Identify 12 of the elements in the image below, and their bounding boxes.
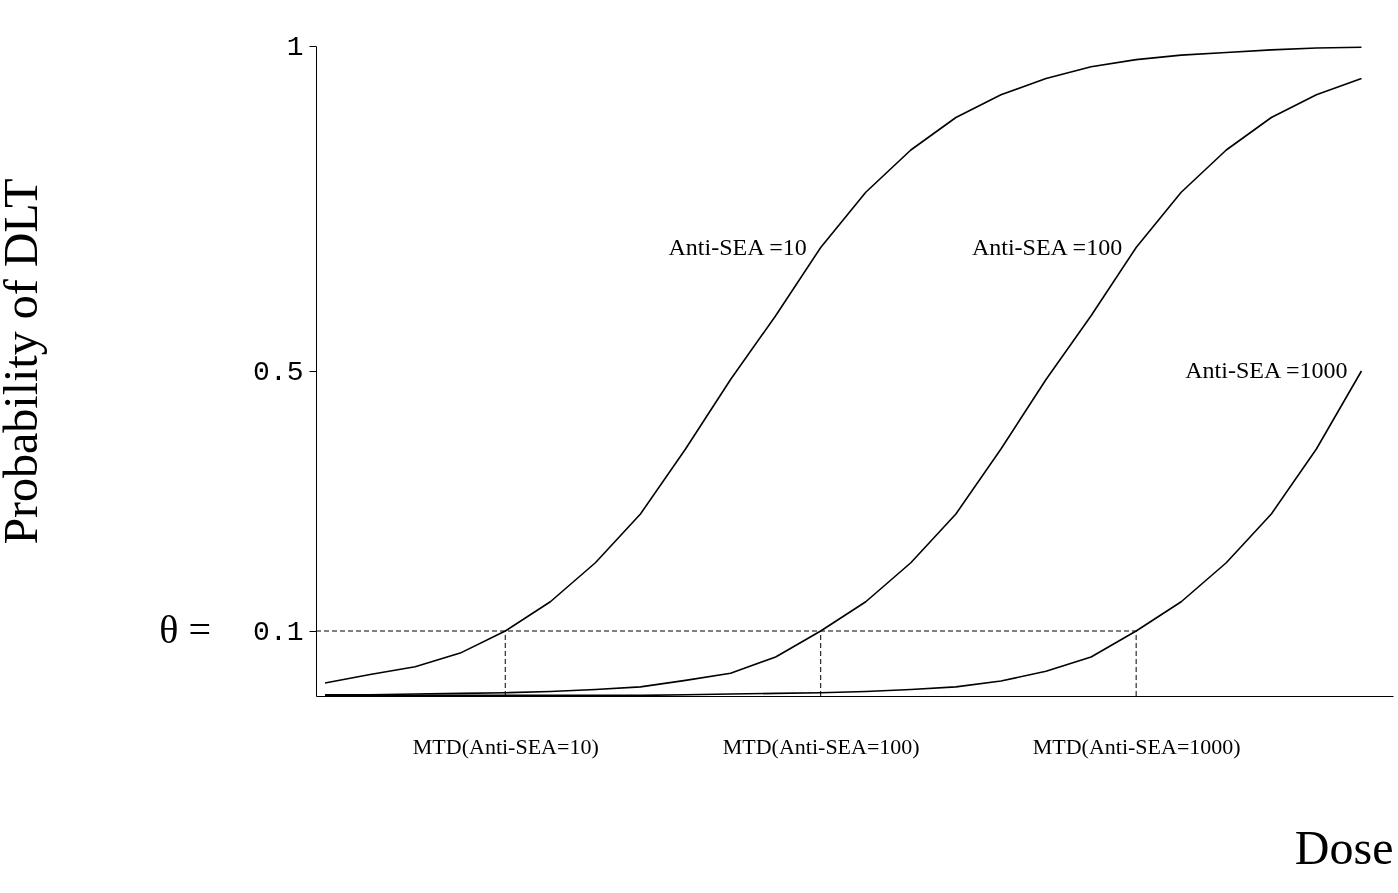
y-tick-label: 1 — [286, 31, 304, 63]
x-axis-title: Dose — [1294, 820, 1394, 874]
y-tick-label: 0.5 — [253, 356, 304, 388]
x-tick-label: MTD(Anti-SEA=1000) — [1032, 733, 1241, 759]
y-axis-title: Probability of DLT — [0, 178, 47, 545]
x-tick-label: MTD(Anti-SEA=10) — [412, 733, 599, 759]
x-tick-label: MTD(Anti-SEA=100) — [722, 733, 920, 759]
text: θ = — [159, 607, 211, 652]
series-label: Anti-SEA =1000 — [1185, 357, 1348, 383]
series-label: Anti-SEA =10 — [668, 233, 807, 260]
series-label: Anti-SEA =100 — [971, 233, 1123, 260]
y-tick-label: 0.1 — [253, 616, 304, 648]
